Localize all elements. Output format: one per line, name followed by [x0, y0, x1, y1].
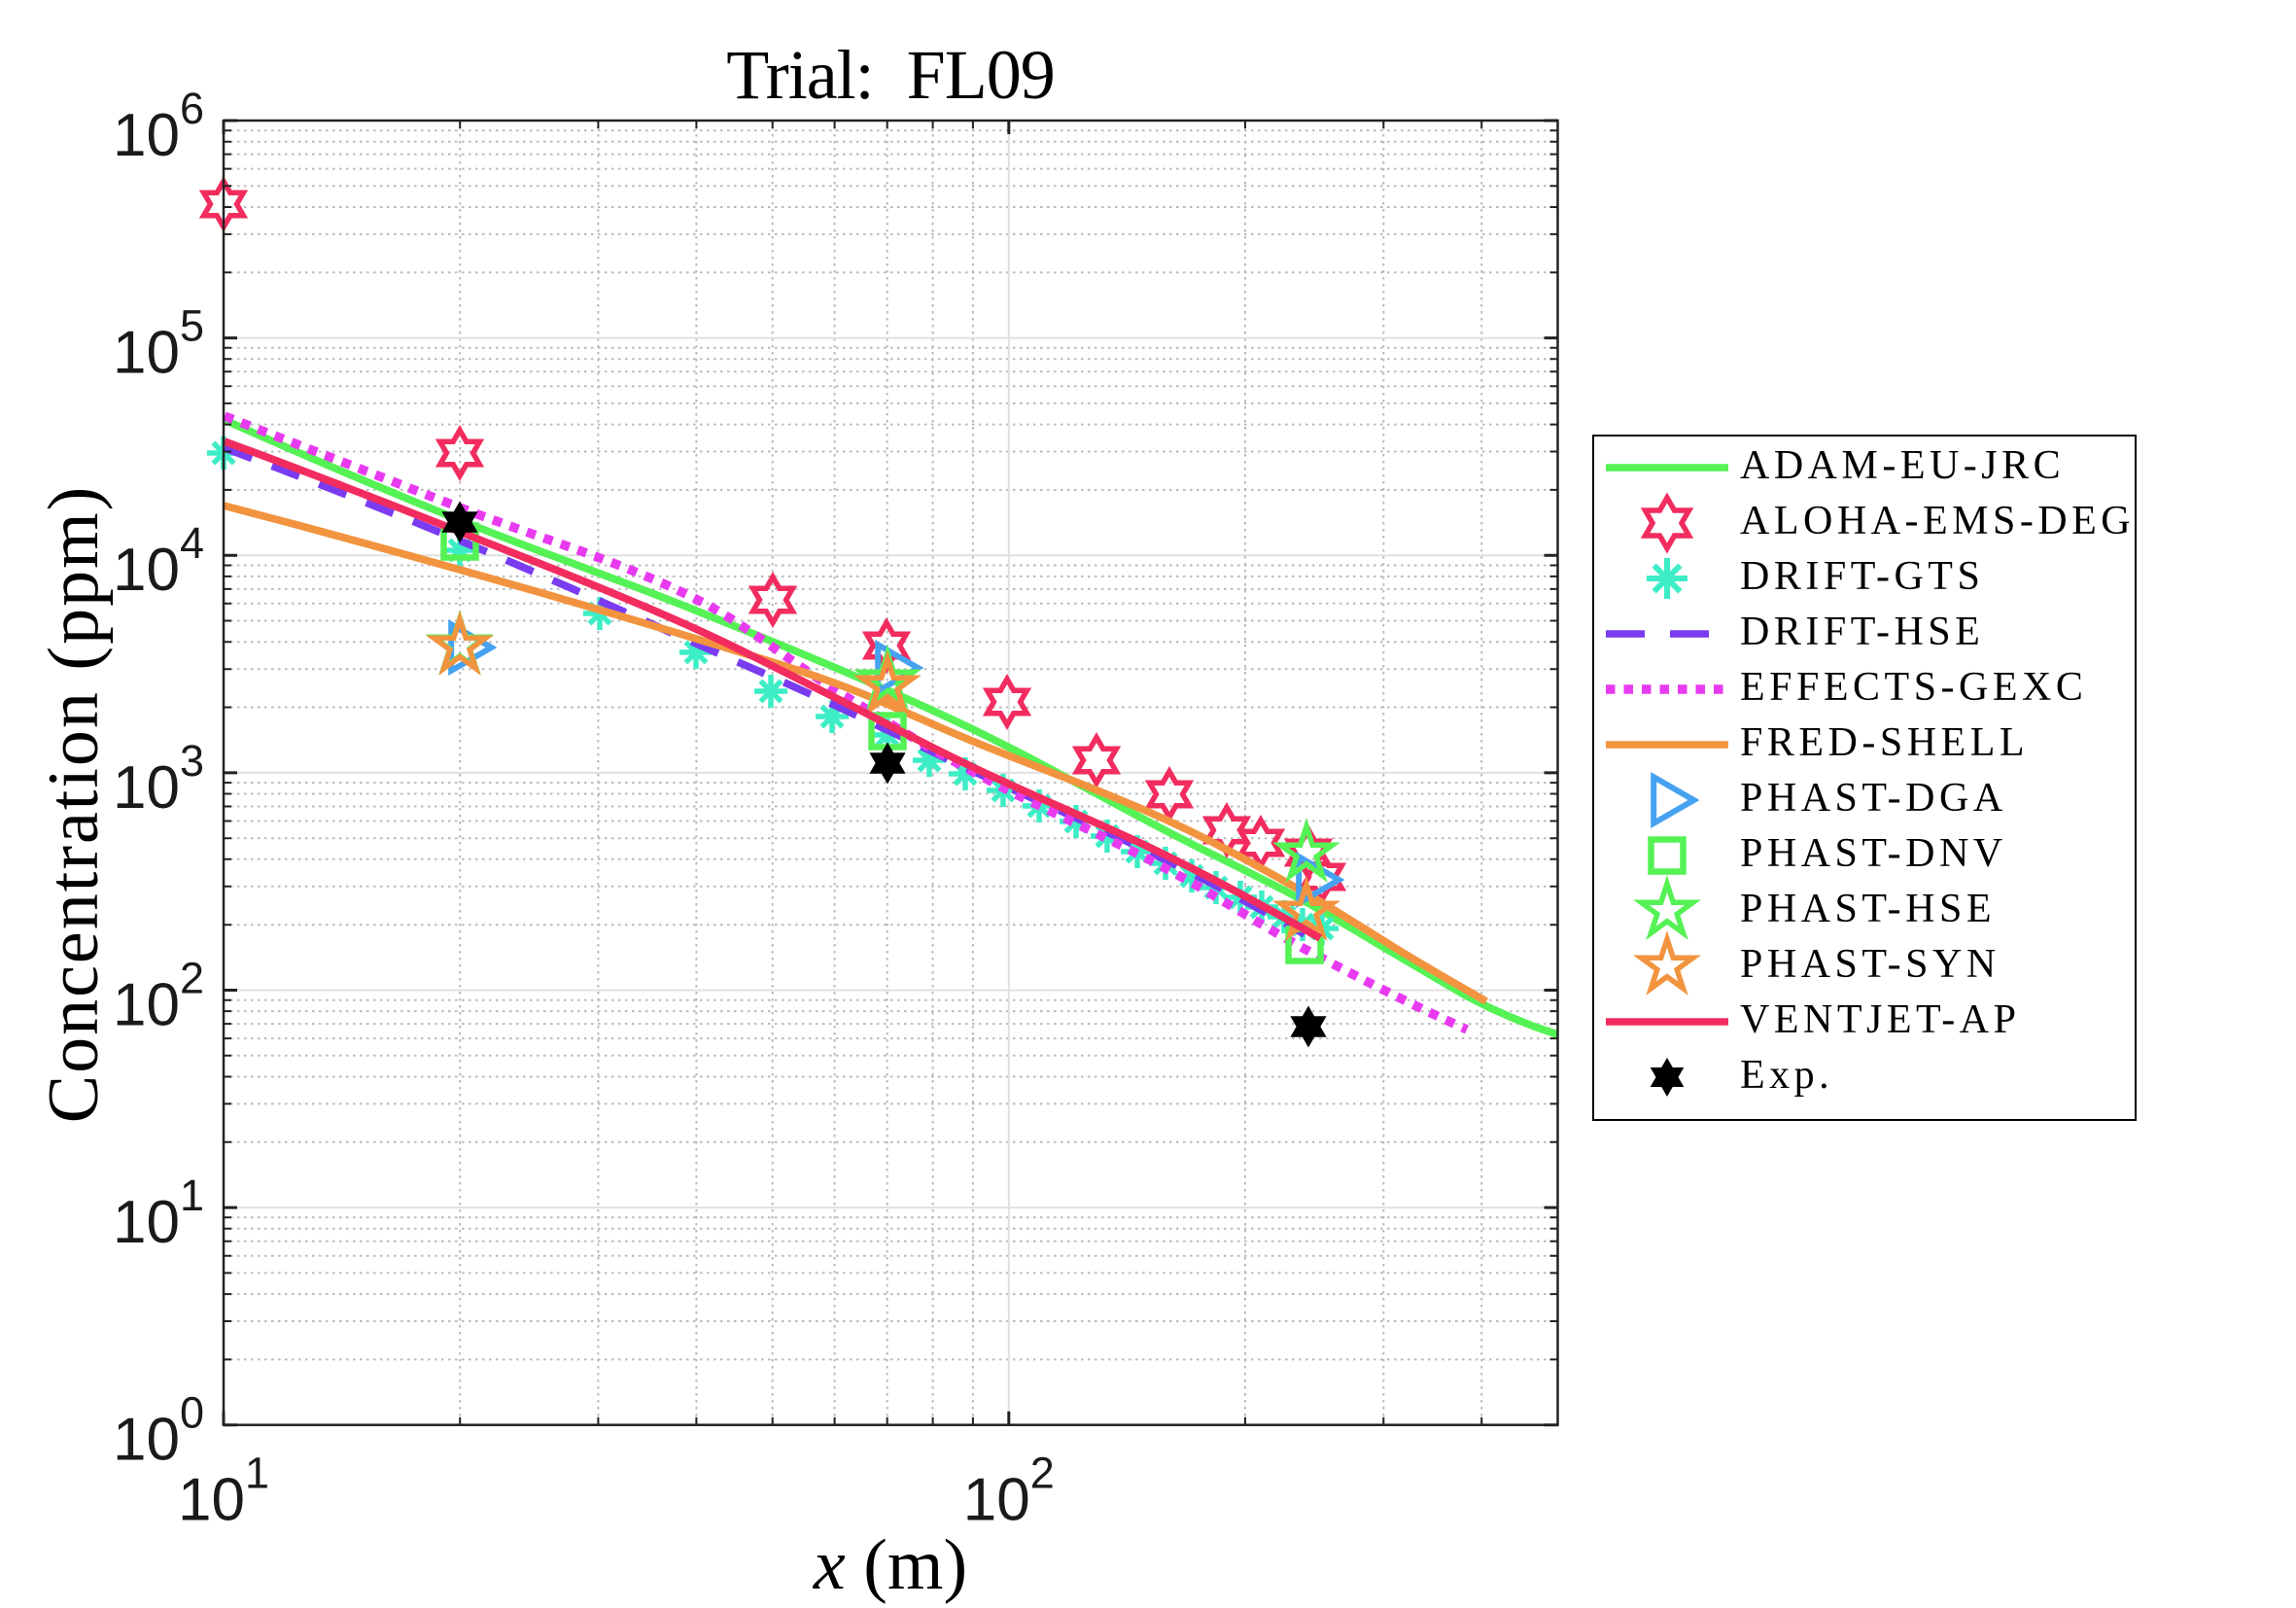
svg-text:Concentration (ppm): Concentration (ppm) [34, 485, 114, 1124]
svg-text:ALOHA-EMS-DEG: ALOHA-EMS-DEG [1740, 499, 2135, 543]
svg-text:Exp.: Exp. [1740, 1053, 1833, 1098]
svg-text:x (m): x (m) [813, 1525, 967, 1605]
svg-text:Trial: FL09: Trial: FL09 [726, 36, 1054, 114]
svg-text:DRIFT-HSE: DRIFT-HSE [1740, 610, 1984, 654]
svg-text:PHAST-DNV: PHAST-DNV [1740, 831, 2007, 876]
svg-text:DRIFT-GTS: DRIFT-GTS [1740, 554, 1984, 599]
svg-text:PHAST-SYN: PHAST-SYN [1740, 942, 2000, 987]
svg-text:FRED-SHELL: FRED-SHELL [1740, 720, 2029, 765]
svg-text:EFFECTS-GEXC: EFFECTS-GEXC [1740, 665, 2087, 710]
svg-text:VENTJET-AP: VENTJET-AP [1740, 997, 2020, 1042]
svg-text:PHAST-DGA: PHAST-DGA [1740, 776, 2007, 821]
svg-text:ADAM-EU-JRC: ADAM-EU-JRC [1740, 443, 2065, 488]
svg-text:PHAST-HSE: PHAST-HSE [1740, 887, 1996, 931]
